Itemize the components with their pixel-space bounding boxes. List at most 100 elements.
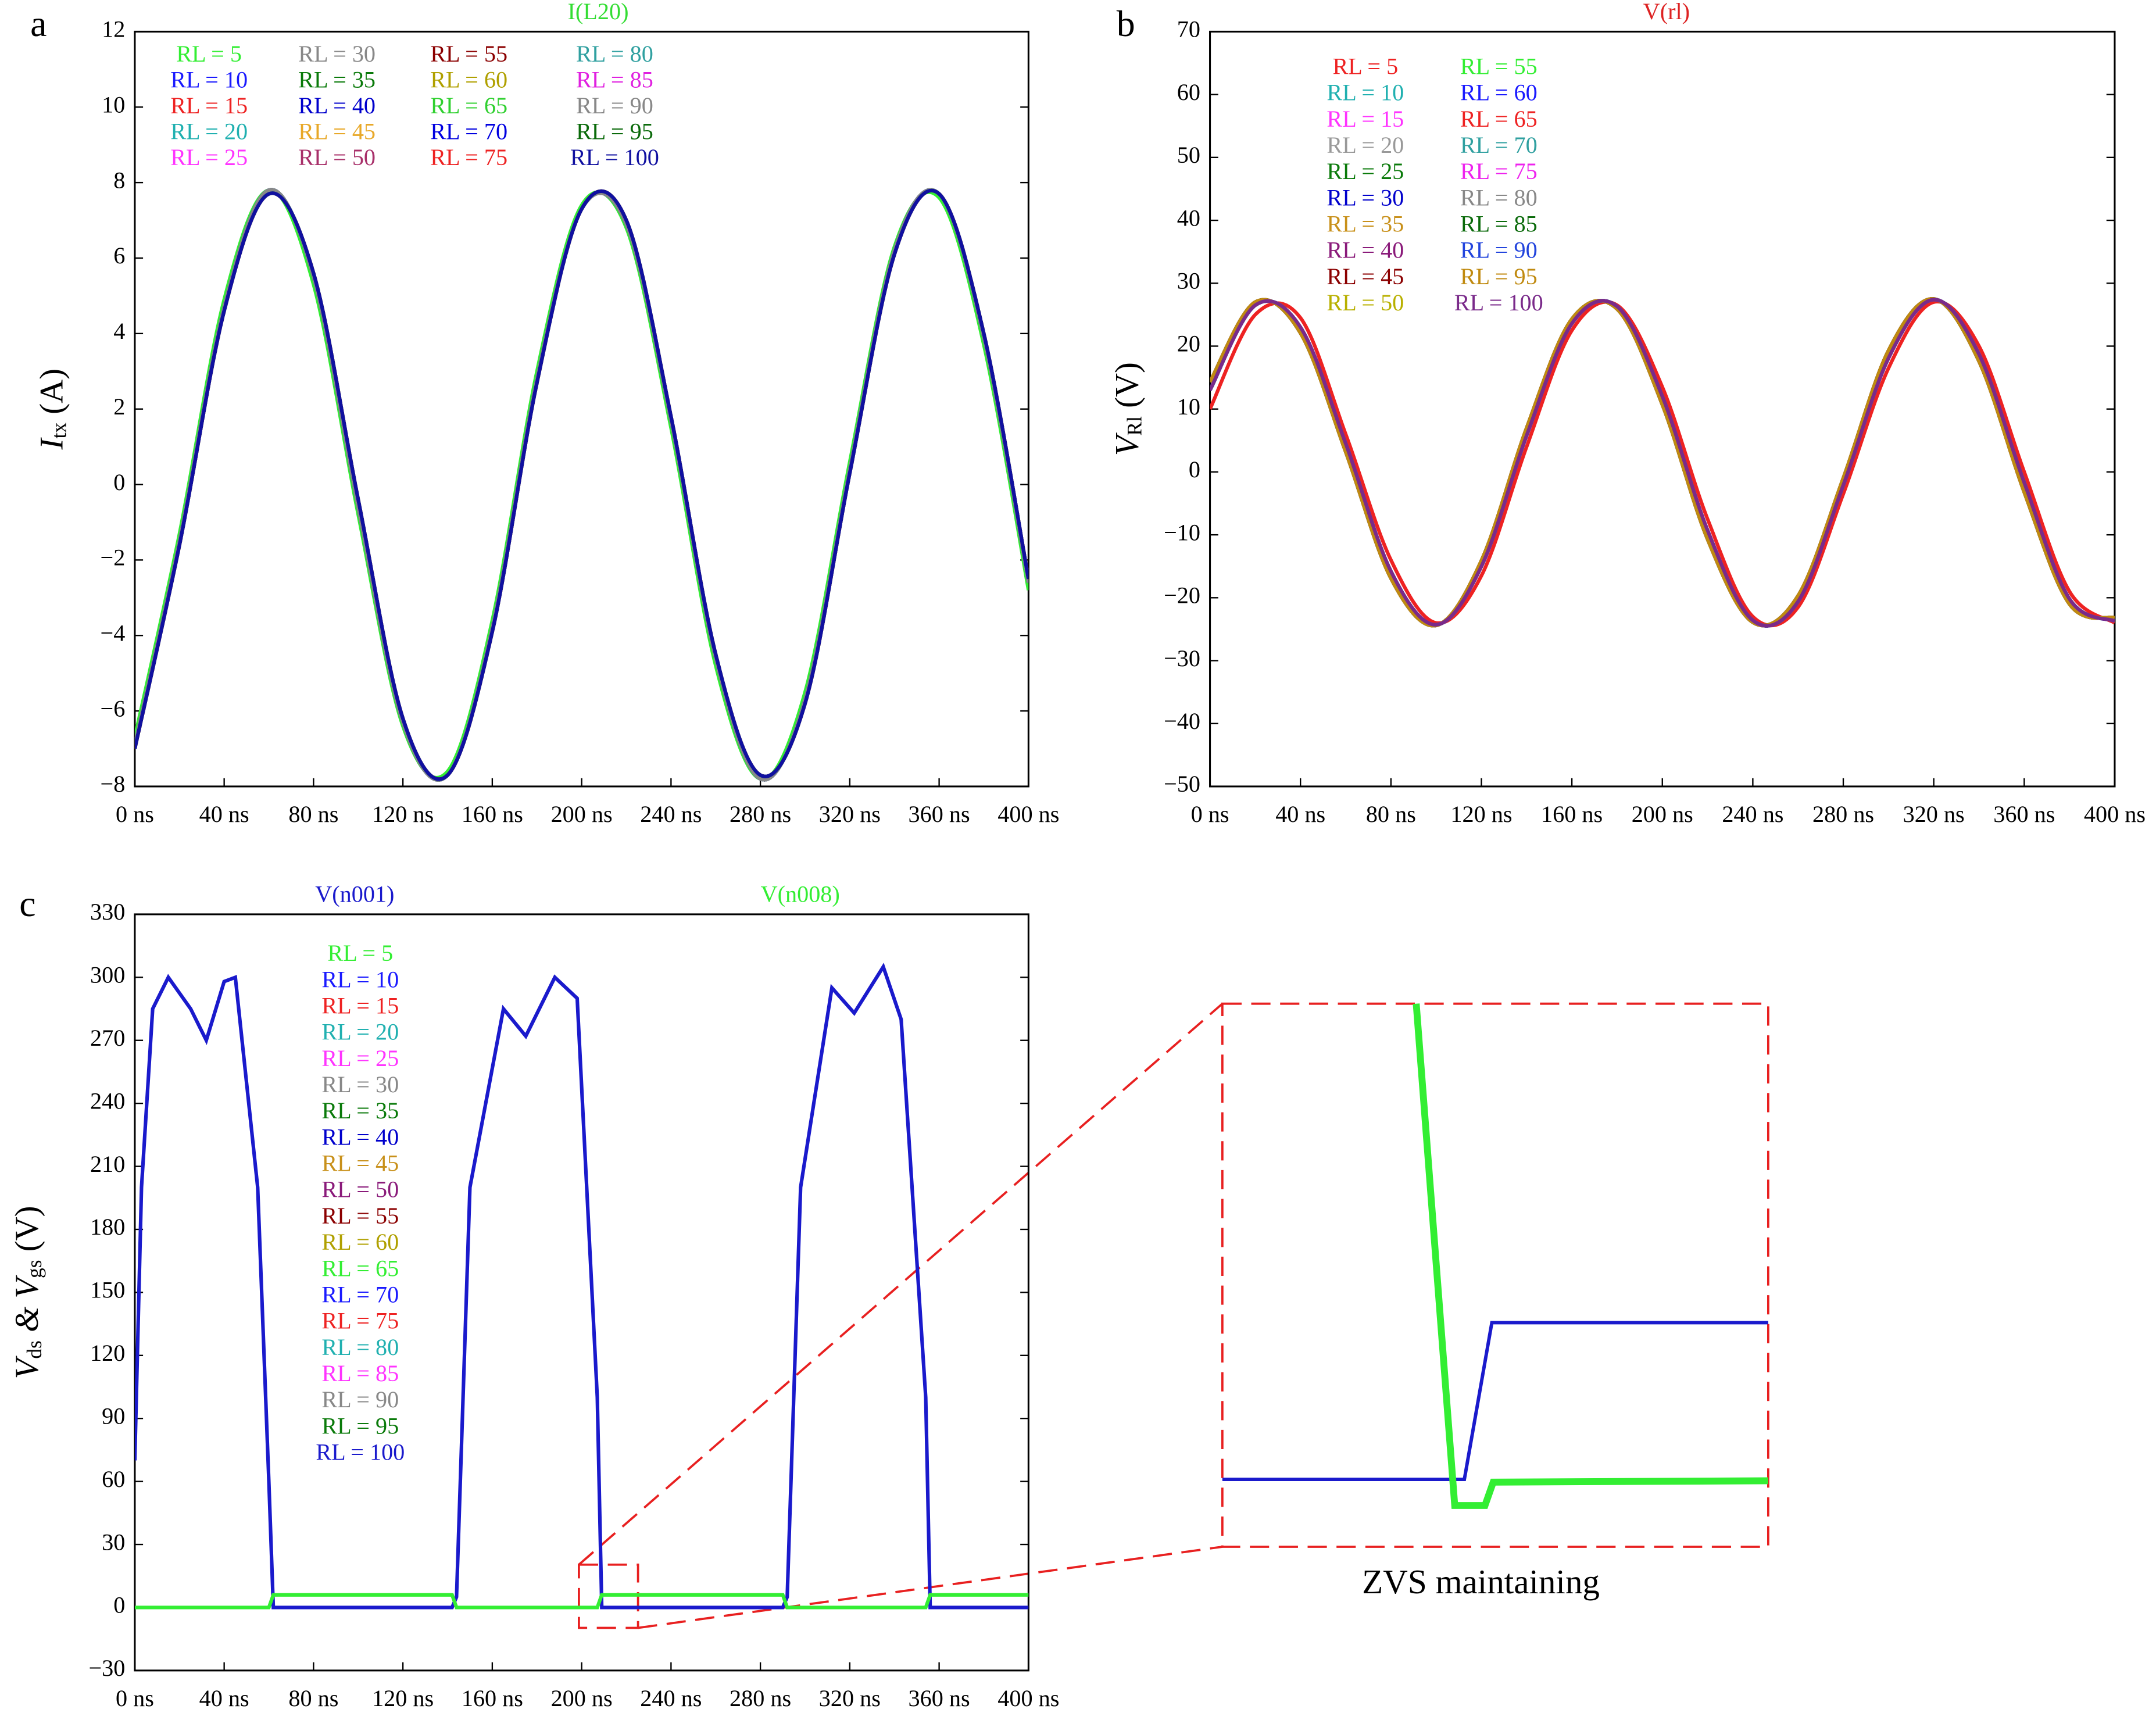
zoom-vds-line <box>1222 1321 1768 1482</box>
y-axis-label: Itx (A) <box>34 369 71 450</box>
y-tick-label: −40 <box>1164 708 1200 734</box>
legend-entry: RL = 30 <box>1327 184 1404 210</box>
x-tick-label: 0 ns <box>116 1685 154 1711</box>
legend-entry: RL = 25 <box>1327 158 1404 184</box>
legend-entry: RL = 55 <box>430 41 507 67</box>
legend-entry: RL = 75 <box>1460 158 1538 184</box>
y-tick-label: −30 <box>88 1655 125 1681</box>
x-tick-label: 200 ns <box>1632 801 1693 827</box>
legend-entry: RL = 5 <box>176 41 242 67</box>
x-tick-label: 320 ns <box>1903 801 1965 827</box>
y-tick-label: 270 <box>90 1025 125 1051</box>
y-axis-label-part: V <box>9 1355 45 1379</box>
y-tick-label: 0 <box>113 469 125 495</box>
legend-entry: RL = 75 <box>321 1308 399 1334</box>
legend-entry: RL = 50 <box>321 1177 399 1203</box>
x-tick-label: 200 ns <box>551 1685 613 1711</box>
legend-entry: RL = 65 <box>1460 106 1538 132</box>
y-axis-label-part: (V) <box>9 1206 45 1260</box>
legend-entry: RL = 55 <box>321 1203 399 1229</box>
y-tick-label: 30 <box>102 1529 125 1555</box>
y-tick-label: 210 <box>90 1151 125 1177</box>
y-tick-label: 8 <box>113 167 125 193</box>
y-tick-label: 60 <box>102 1466 125 1492</box>
legend-entry: RL = 45 <box>1327 263 1404 289</box>
chart-title: I(L20) <box>568 0 629 24</box>
x-tick-label: 200 ns <box>551 801 613 827</box>
legend-entry: RL = 90 <box>576 92 653 119</box>
y-tick-label: 6 <box>113 242 125 269</box>
y-axis-label-part: V <box>1109 432 1145 456</box>
y-tick-label: 60 <box>1177 79 1200 105</box>
y-tick-label: 330 <box>90 899 125 925</box>
x-tick-label: 40 ns <box>1275 801 1325 827</box>
legend-entry: RL = 60 <box>321 1229 399 1255</box>
legend-entry: RL = 75 <box>430 144 507 170</box>
x-tick-label: 360 ns <box>909 801 970 827</box>
y-tick-label: 40 <box>1177 205 1200 231</box>
legend-entry: RL = 55 <box>1460 53 1538 79</box>
x-tick-label: 0 ns <box>116 801 154 827</box>
legend-entry: RL = 30 <box>298 41 376 67</box>
y-tick-label: −10 <box>1164 519 1200 545</box>
series-title: V(n008) <box>761 881 840 907</box>
x-tick-label: 360 ns <box>1993 801 2055 827</box>
legend-entry: RL = 20 <box>321 1019 399 1045</box>
legend-entry: RL = 80 <box>576 41 653 67</box>
y-axis-label-part: (V) <box>1109 362 1145 416</box>
series-line <box>134 188 1029 781</box>
x-tick-label: 40 ns <box>199 1685 249 1711</box>
legend-entry: RL = 85 <box>1460 211 1538 237</box>
legend-entry: RL = 50 <box>1327 289 1404 316</box>
y-tick-label: −30 <box>1164 645 1200 671</box>
panel-label: b <box>1117 3 1135 44</box>
legend-entry: RL = 35 <box>298 67 376 93</box>
y-tick-label: 30 <box>1177 267 1200 294</box>
zoom-vgs-line <box>1413 1003 1768 1509</box>
legend-entry: RL = 50 <box>298 144 376 170</box>
legend-entry: RL = 60 <box>430 67 507 93</box>
y-tick-label: 0 <box>1189 456 1200 482</box>
y-tick-label: 180 <box>90 1214 125 1240</box>
legend-entry: RL = 20 <box>170 119 248 145</box>
y-tick-label: 4 <box>113 318 125 344</box>
legend-entry: RL = 95 <box>321 1413 399 1439</box>
legend-entry: RL = 40 <box>321 1124 399 1150</box>
legend-entry: RL = 90 <box>321 1386 399 1413</box>
y-axis-label-part: & V <box>9 1275 45 1341</box>
legend-entry: RL = 100 <box>316 1439 405 1465</box>
series-line <box>1210 297 2115 628</box>
legend-entry: RL = 10 <box>170 67 248 93</box>
y-tick-label: 150 <box>90 1277 125 1303</box>
y-tick-label: 300 <box>90 962 125 988</box>
x-tick-label: 80 ns <box>288 801 338 827</box>
legend-entry: RL = 15 <box>170 92 248 119</box>
y-axis-label: VRl (V) <box>1109 362 1146 456</box>
y-tick-label: 20 <box>1177 331 1200 357</box>
x-tick-label: 240 ns <box>640 1685 702 1711</box>
y-axis-label-part: ds <box>23 1340 46 1359</box>
legend-entry: RL = 25 <box>170 144 248 170</box>
legend-entry: RL = 80 <box>1460 184 1538 210</box>
legend-entry: RL = 15 <box>321 992 399 1018</box>
y-tick-label: −8 <box>101 771 126 797</box>
legend-entry: RL = 10 <box>321 966 399 992</box>
x-tick-label: 160 ns <box>462 1685 523 1711</box>
legend-entry: RL = 10 <box>1327 80 1404 106</box>
legend-entry: RL = 45 <box>298 119 376 145</box>
legend-entry: RL = 25 <box>321 1045 399 1071</box>
series-line <box>1210 299 2115 628</box>
legend-entry: RL = 70 <box>1460 132 1538 158</box>
legend-entry: RL = 65 <box>430 92 507 119</box>
legend-entry: RL = 65 <box>321 1255 399 1281</box>
x-tick-label: 120 ns <box>372 801 434 827</box>
legend-entry: RL = 20 <box>1327 132 1404 158</box>
y-tick-label: 0 <box>113 1592 125 1618</box>
x-tick-label: 0 ns <box>1191 801 1229 827</box>
y-tick-label: 10 <box>1177 394 1200 420</box>
legend-entry: RL = 40 <box>1327 237 1404 263</box>
legend-entry: RL = 70 <box>321 1281 399 1307</box>
x-tick-label: 280 ns <box>1812 801 1874 827</box>
